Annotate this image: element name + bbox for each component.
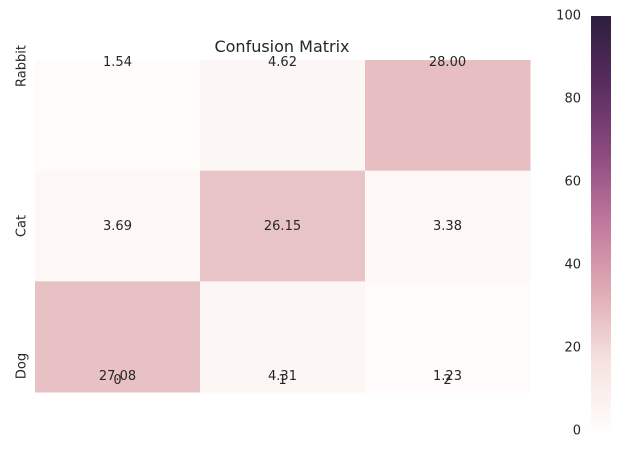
heatmap-cell-r2-c2 <box>365 281 531 393</box>
colorbar-tick-100: 100 <box>556 9 581 24</box>
y-tick-label-0: Rabbit <box>15 45 30 87</box>
colorbar-tick-40: 40 <box>564 258 581 273</box>
heatmap-cell-r1-c0 <box>35 170 201 282</box>
y-tick-label-1: Cat <box>15 215 30 237</box>
cell-label-r1-c0: 3.69 <box>103 219 132 234</box>
x-tick-label-1: 1 <box>278 373 286 388</box>
cell-label-r2-c2: 1.23 <box>433 369 462 384</box>
colorbar: 0 20 40 60 80 100 <box>556 9 611 439</box>
x-tick-label-0: 0 <box>113 373 121 388</box>
cell-label-r1-c2: 3.38 <box>433 219 462 234</box>
colorbar-tick-60: 60 <box>564 175 581 190</box>
heatmap-cell-labels: 1.54 4.62 28.00 3.69 26.15 3.38 27.08 4.31 1.23 <box>99 55 466 384</box>
cell-label-r2-c1: 4.31 <box>268 369 297 384</box>
heatmap-cell-r0-c0 <box>35 60 201 172</box>
colorbar-tick-labels: 0 20 40 60 80 100 <box>556 9 581 439</box>
heatmap-cell-r2-c1 <box>200 281 366 393</box>
x-tick-label-2: 2 <box>443 373 451 388</box>
colorbar-tick-80: 80 <box>564 92 581 107</box>
cell-label-r2-c0: 27.08 <box>99 369 136 384</box>
chart-title: Confusion Matrix <box>214 37 349 56</box>
heatmap-cell-r0-c2 <box>365 60 531 172</box>
x-axis-tick-labels: 0 1 2 <box>113 373 451 388</box>
heatmap-cells <box>35 60 531 393</box>
cell-label-r0-c2: 28.00 <box>429 55 466 70</box>
heatmap-cell-r0-c1 <box>200 60 366 172</box>
y-tick-label-2: Dog <box>15 353 30 379</box>
colorbar-tick-0: 0 <box>573 424 581 439</box>
heatmap-cell-r2-c0 <box>35 281 201 393</box>
heatmap-cell-r1-c2 <box>365 170 531 282</box>
cell-label-r1-c1: 26.15 <box>264 219 301 234</box>
cell-label-r0-c1: 4.62 <box>268 55 297 70</box>
heatmap-cell-r1-c1 <box>200 170 366 282</box>
colorbar-gradient <box>591 16 611 431</box>
colorbar-tick-20: 20 <box>564 341 581 356</box>
y-axis-tick-labels: Rabbit Cat Dog <box>15 45 30 379</box>
cell-label-r0-c0: 1.54 <box>103 55 132 70</box>
